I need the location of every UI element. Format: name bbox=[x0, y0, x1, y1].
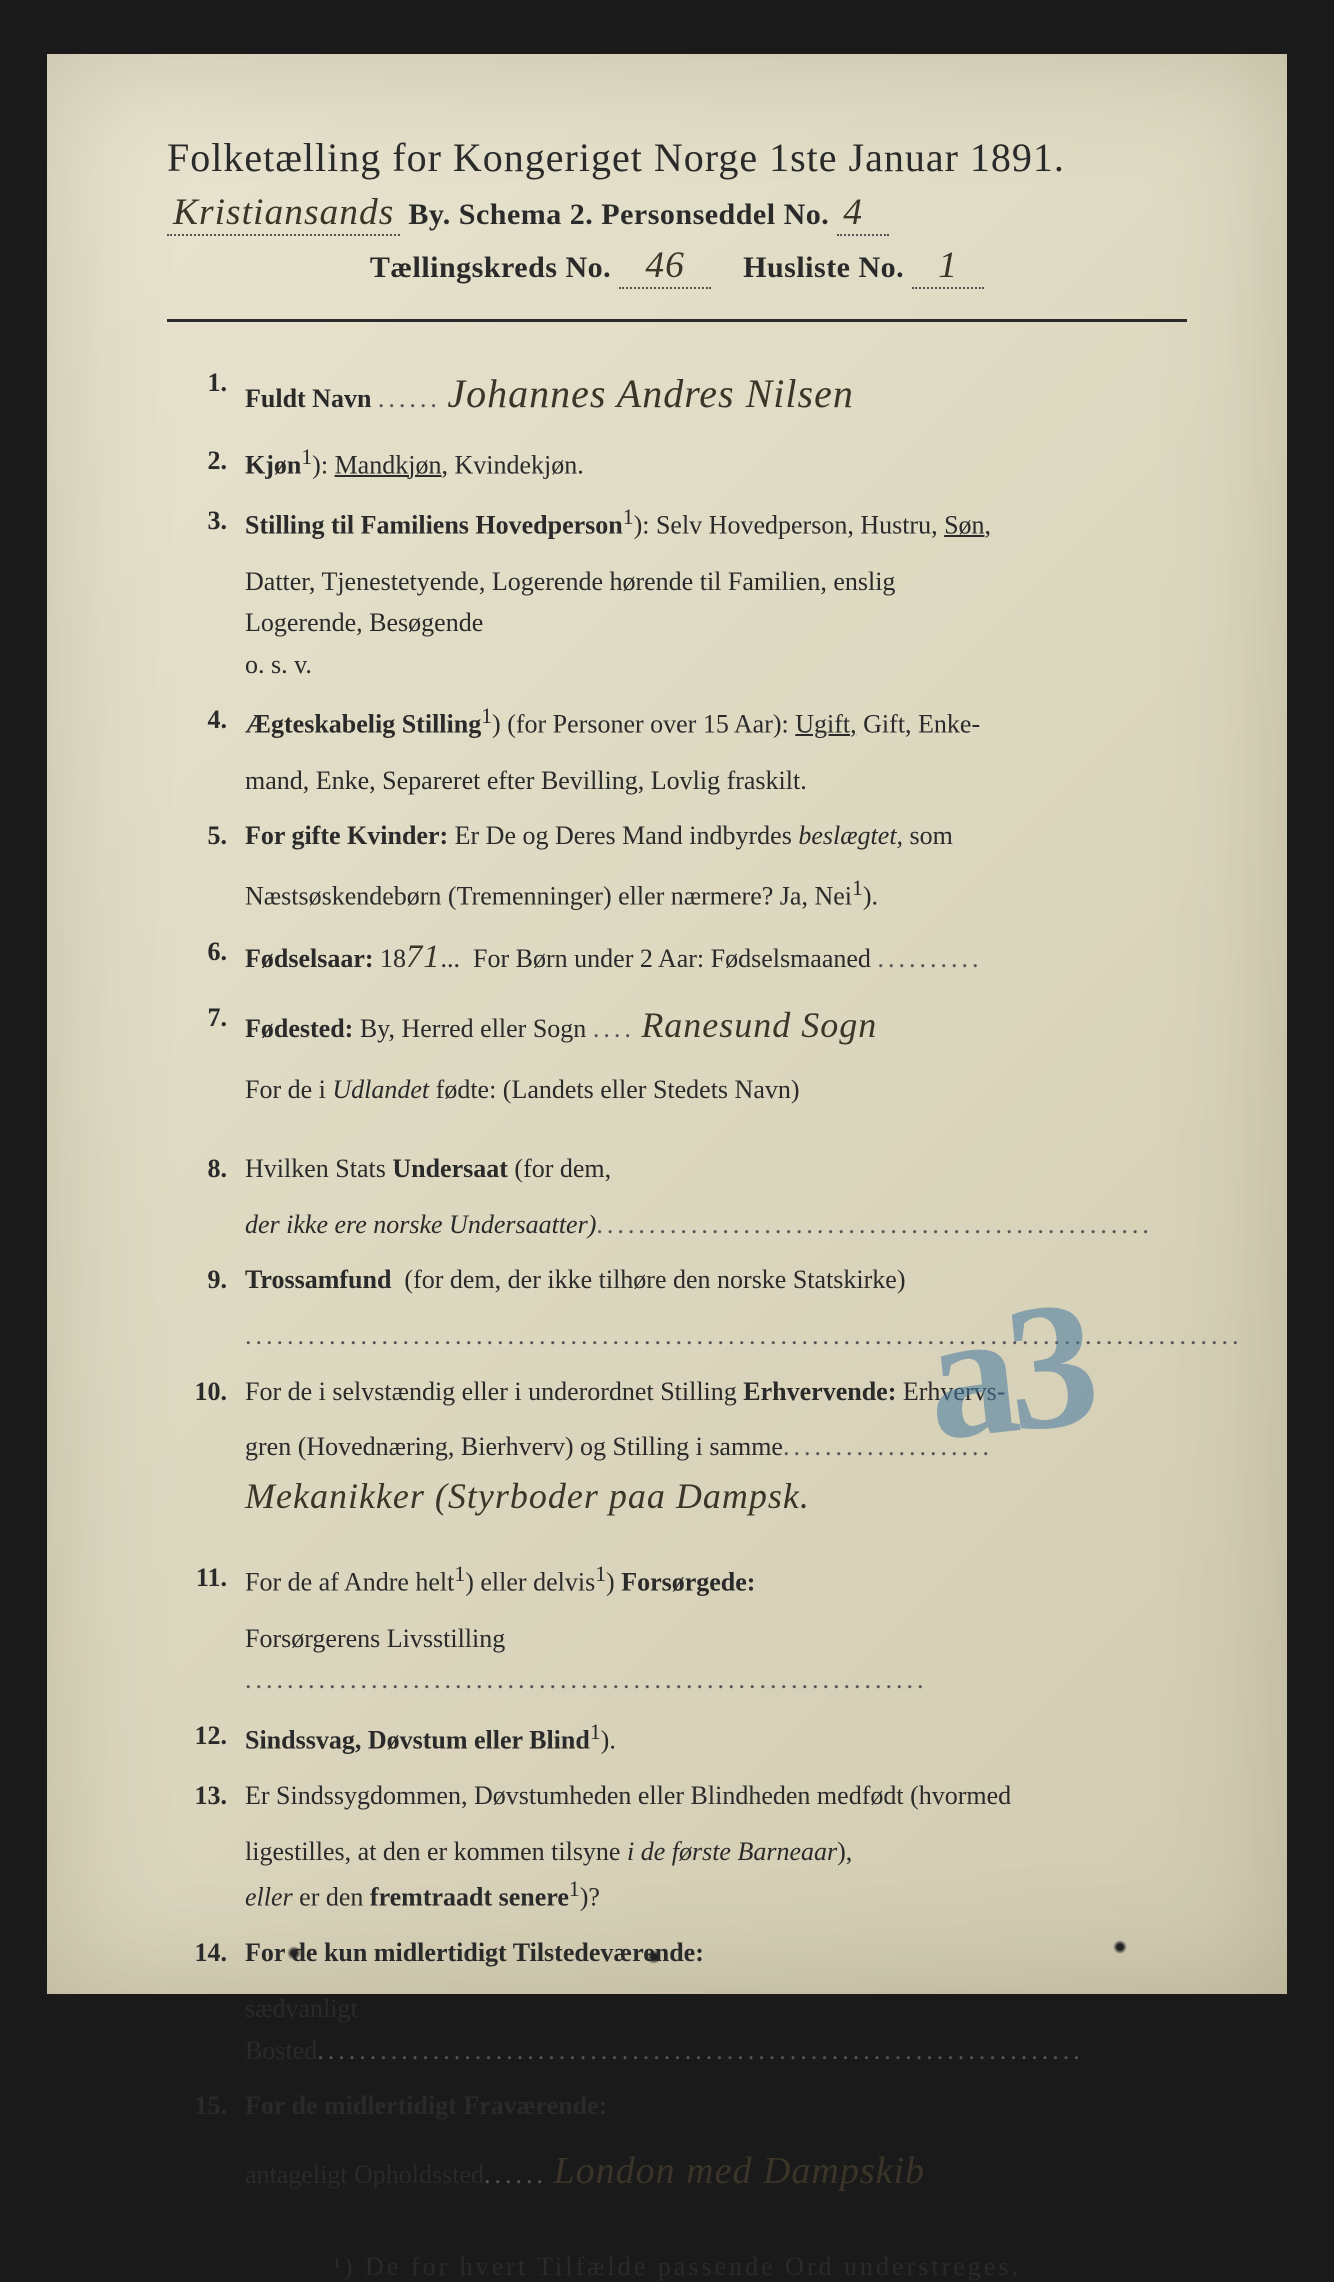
occupation-handwritten: Mekanikker (Styrboder paa Dampsk. bbox=[245, 1476, 810, 1516]
fullname-handwritten: Johannes Andres Nilsen bbox=[447, 371, 853, 416]
divider bbox=[167, 319, 1187, 322]
field-4-marital: 4. Ægteskabelig Stilling1) (for Personer… bbox=[167, 699, 1187, 745]
person-no: 4 bbox=[837, 191, 889, 236]
city-handwritten: Kristiansands bbox=[167, 191, 400, 236]
field-2-sex: 2. Kjøn1): Mandkjøn, Kvindekjøn. bbox=[167, 440, 1187, 486]
field-3-relation: 3. Stilling til Familiens Hovedperson1):… bbox=[167, 500, 1187, 546]
kreds-label: Tællingskreds No. bbox=[370, 251, 611, 284]
footnote: ¹) De for hvert Tilfælde passende Ord un… bbox=[167, 2252, 1187, 2282]
header-line-1: Kristiansands By. Schema 2. Personseddel… bbox=[167, 191, 1187, 236]
absent-location-handwritten: London med Dampskib bbox=[554, 2150, 926, 2192]
field-15-temp-absent: 15. For de midlertidigt Fraværende: bbox=[167, 2085, 1187, 2127]
field-7-birthplace: 7. Fødested: By, Herred eller Sogn .... … bbox=[167, 997, 1187, 1055]
birthplace-handwritten: Ranesund Sogn bbox=[641, 1005, 877, 1045]
form-title: Folketælling for Kongeriget Norge 1ste J… bbox=[167, 134, 1187, 181]
field-5-kinship: 5. For gifte Kvinder: Er De og Deres Man… bbox=[167, 815, 1187, 857]
punch-hole bbox=[647, 1950, 661, 1964]
field-13-congenital: 13. Er Sindssygdommen, Døvstumheden elle… bbox=[167, 1775, 1187, 1817]
field-12-disability: 12. Sindssvag, Døvstum eller Blind1). bbox=[167, 1715, 1187, 1761]
field-11-provider: 11. For de af Andre helt1) eller delvis1… bbox=[167, 1557, 1187, 1603]
marital-selected: Ugift, bbox=[795, 710, 856, 739]
census-form-page: Folketælling for Kongeriget Norge 1ste J… bbox=[47, 54, 1287, 1994]
husliste-no: 1 bbox=[912, 244, 984, 289]
header-line-2: Tællingskreds No. 46 Husliste No. 1 bbox=[167, 244, 1187, 289]
field-9-religion: 9. Trossamfund (for dem, der ikke tilhør… bbox=[167, 1259, 1187, 1301]
relation-selected: Søn, bbox=[944, 511, 991, 540]
punch-hole bbox=[287, 1946, 301, 1960]
field-10-occupation: 10. For de i selvstændig eller i underor… bbox=[167, 1371, 1187, 1413]
schema-label: By. Schema 2. Personseddel No. bbox=[408, 198, 829, 231]
punch-hole bbox=[1113, 1940, 1127, 1954]
kreds-no: 46 bbox=[619, 244, 711, 289]
sex-selected: Mandkjøn, bbox=[335, 451, 448, 480]
field-6-birthyear: 6. Fødselsaar: 1871... For Børn under 2 … bbox=[167, 931, 1187, 983]
field-8-citizenship: 8. Hvilken Stats Undersaat (for dem, bbox=[167, 1148, 1187, 1190]
birthyear-handwritten: 71 bbox=[406, 939, 441, 975]
husliste-label: Husliste No. bbox=[743, 251, 904, 284]
field-1-name: 1. Fuldt Navn ...... Johannes Andres Nil… bbox=[167, 362, 1187, 426]
field-14-temp-present: 14. For de kun midlertidigt Tilstedevære… bbox=[167, 1932, 1187, 1974]
